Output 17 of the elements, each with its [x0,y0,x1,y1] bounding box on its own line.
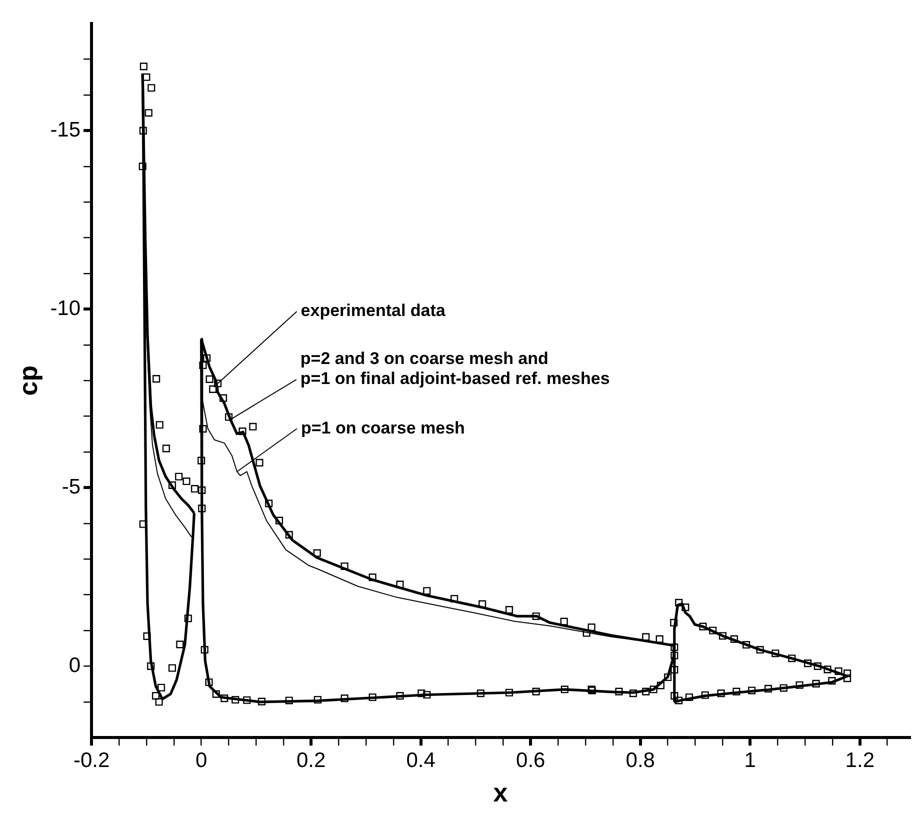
x-tick-label: 1 [744,748,756,772]
annotation: experimental data [300,301,446,320]
x-axis-title: x [493,778,508,808]
x-tick-label: 1.2 [845,748,875,772]
x-tick-label: 0.4 [406,748,436,772]
x-tick-label: 0.2 [296,748,326,772]
annotation: p=1 on coarse mesh [300,418,465,438]
y-axis-title: cp [12,365,43,396]
x-tick-label: 0.6 [516,748,546,772]
x-tick-label: -0.2 [73,748,110,772]
y-tick-label: 0 [68,654,81,677]
y-tick-label: -15 [50,118,81,142]
x-tick-label: 0 [195,748,208,772]
y-tick-label: -10 [50,296,81,320]
annotation: p=2 and 3 on coarse mesh and p=1 on final adjoint-based ref. meshes [300,349,610,388]
x-tick-label: 0.8 [626,748,655,772]
y-tick-label: -5 [62,475,81,498]
